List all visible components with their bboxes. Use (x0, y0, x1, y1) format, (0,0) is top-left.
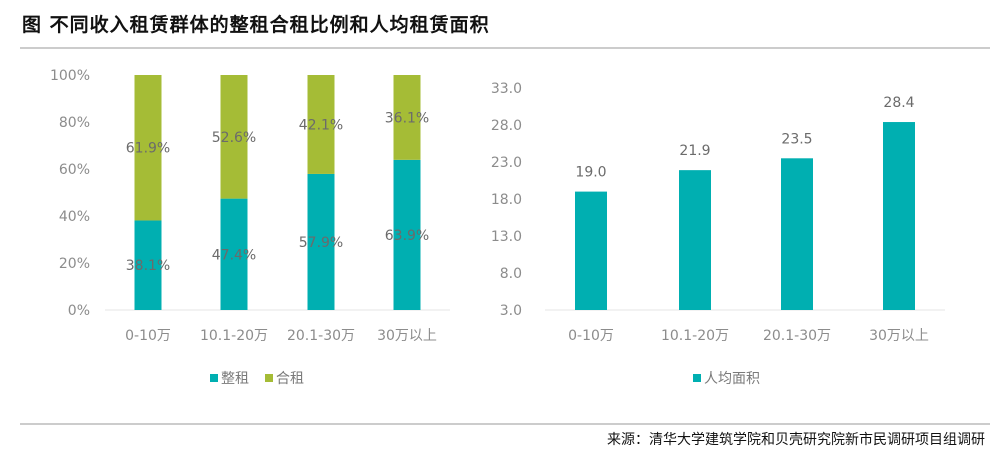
y-tick-label: 28.0 (491, 118, 522, 134)
bar-per-capita-area (883, 122, 915, 310)
y-tick-label: 23.0 (491, 155, 522, 171)
y-tick-label: 100% (50, 68, 90, 84)
x-tick-label: 20.1-30万 (763, 328, 831, 344)
data-label: 21.9 (679, 143, 710, 159)
bar-per-capita-area (679, 170, 711, 310)
data-label: 38.1% (126, 258, 170, 274)
data-label: 19.0 (575, 165, 606, 181)
bar-shared-rent (134, 75, 162, 221)
source-note: 来源：清华大学建筑学院和贝壳研究院新市民调研项目组调研 (607, 432, 985, 448)
x-tick-label: 0-10万 (125, 328, 171, 344)
bar-whole-rent (220, 198, 248, 310)
y-tick-label: 80% (59, 115, 90, 131)
bar-per-capita-area (781, 158, 813, 310)
data-label: 28.4 (883, 95, 914, 111)
y-tick-label: 33.0 (491, 81, 522, 97)
data-label: 52.6% (212, 130, 256, 146)
data-label: 47.4% (212, 247, 256, 263)
data-label: 36.1% (385, 110, 429, 126)
bar-shared-rent (220, 75, 248, 199)
data-label: 61.9% (126, 141, 170, 157)
legend-label: 合租 (276, 371, 304, 387)
x-tick-label: 10.1-20万 (661, 328, 729, 344)
bar-shared-rent (393, 75, 421, 160)
bar-whole-rent (134, 220, 162, 310)
legend-swatch (265, 374, 273, 382)
y-tick-label: 20% (59, 256, 90, 272)
data-label: 42.1% (299, 117, 343, 133)
bar-whole-rent (393, 159, 421, 310)
bar-per-capita-area (575, 191, 607, 310)
y-tick-label: 13.0 (491, 229, 522, 245)
data-label: 63.9% (385, 228, 429, 244)
x-tick-label: 0-10万 (568, 328, 614, 344)
y-tick-label: 60% (59, 162, 90, 178)
x-tick-label: 30万以上 (377, 328, 437, 344)
data-label: 57.9% (299, 235, 343, 251)
y-tick-label: 40% (59, 209, 90, 225)
y-tick-label: 18.0 (491, 192, 522, 208)
bar-whole-rent (307, 173, 335, 310)
x-tick-label: 30万以上 (869, 328, 929, 344)
legend-label: 整租 (221, 371, 249, 387)
figure-title: 图 不同收入租赁群体的整租合租比例和人均租赁面积 (22, 14, 490, 36)
legend-swatch (210, 374, 218, 382)
y-tick-label: 3.0 (500, 303, 522, 319)
legend-swatch (693, 374, 701, 382)
y-tick-label: 0% (68, 303, 90, 319)
bar-shared-rent (307, 75, 335, 174)
y-tick-label: 8.0 (500, 266, 522, 282)
x-tick-label: 10.1-20万 (200, 328, 268, 344)
legend-label: 人均面积 (704, 371, 760, 387)
x-tick-label: 20.1-30万 (287, 328, 355, 344)
data-label: 23.5 (781, 131, 812, 147)
